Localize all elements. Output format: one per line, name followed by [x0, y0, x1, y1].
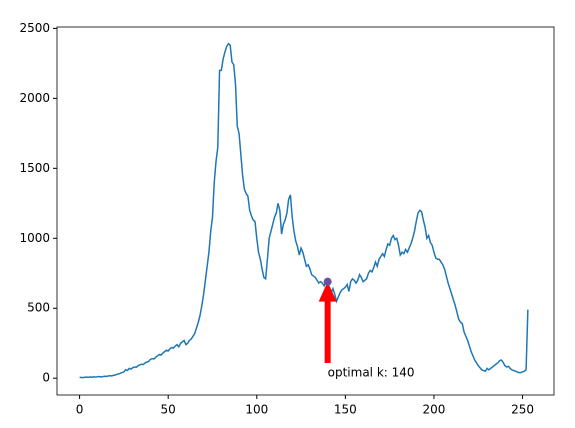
data-line: [79, 42, 529, 379]
x-tick-label: 250: [511, 403, 534, 417]
y-tick-label: 2000: [19, 91, 50, 105]
x-tick-label: 200: [423, 403, 446, 417]
arrow-head: [318, 281, 337, 302]
axes-frame: [56, 26, 555, 396]
x-tick-label: 50: [161, 403, 176, 417]
y-tick-label: 500: [27, 301, 50, 315]
y-tick-label: 2500: [19, 21, 50, 35]
x-tick-label: 150: [334, 403, 357, 417]
optimal-marker: [323, 277, 332, 286]
annotation-text: optimal k: 140: [328, 366, 415, 380]
x-tick-label: 100: [245, 403, 268, 417]
x-tick-label: 0: [76, 403, 84, 417]
y-tick-label: 1500: [19, 161, 50, 175]
y-tick-label: 0: [42, 371, 50, 385]
y-tick-label: 1000: [19, 231, 50, 245]
